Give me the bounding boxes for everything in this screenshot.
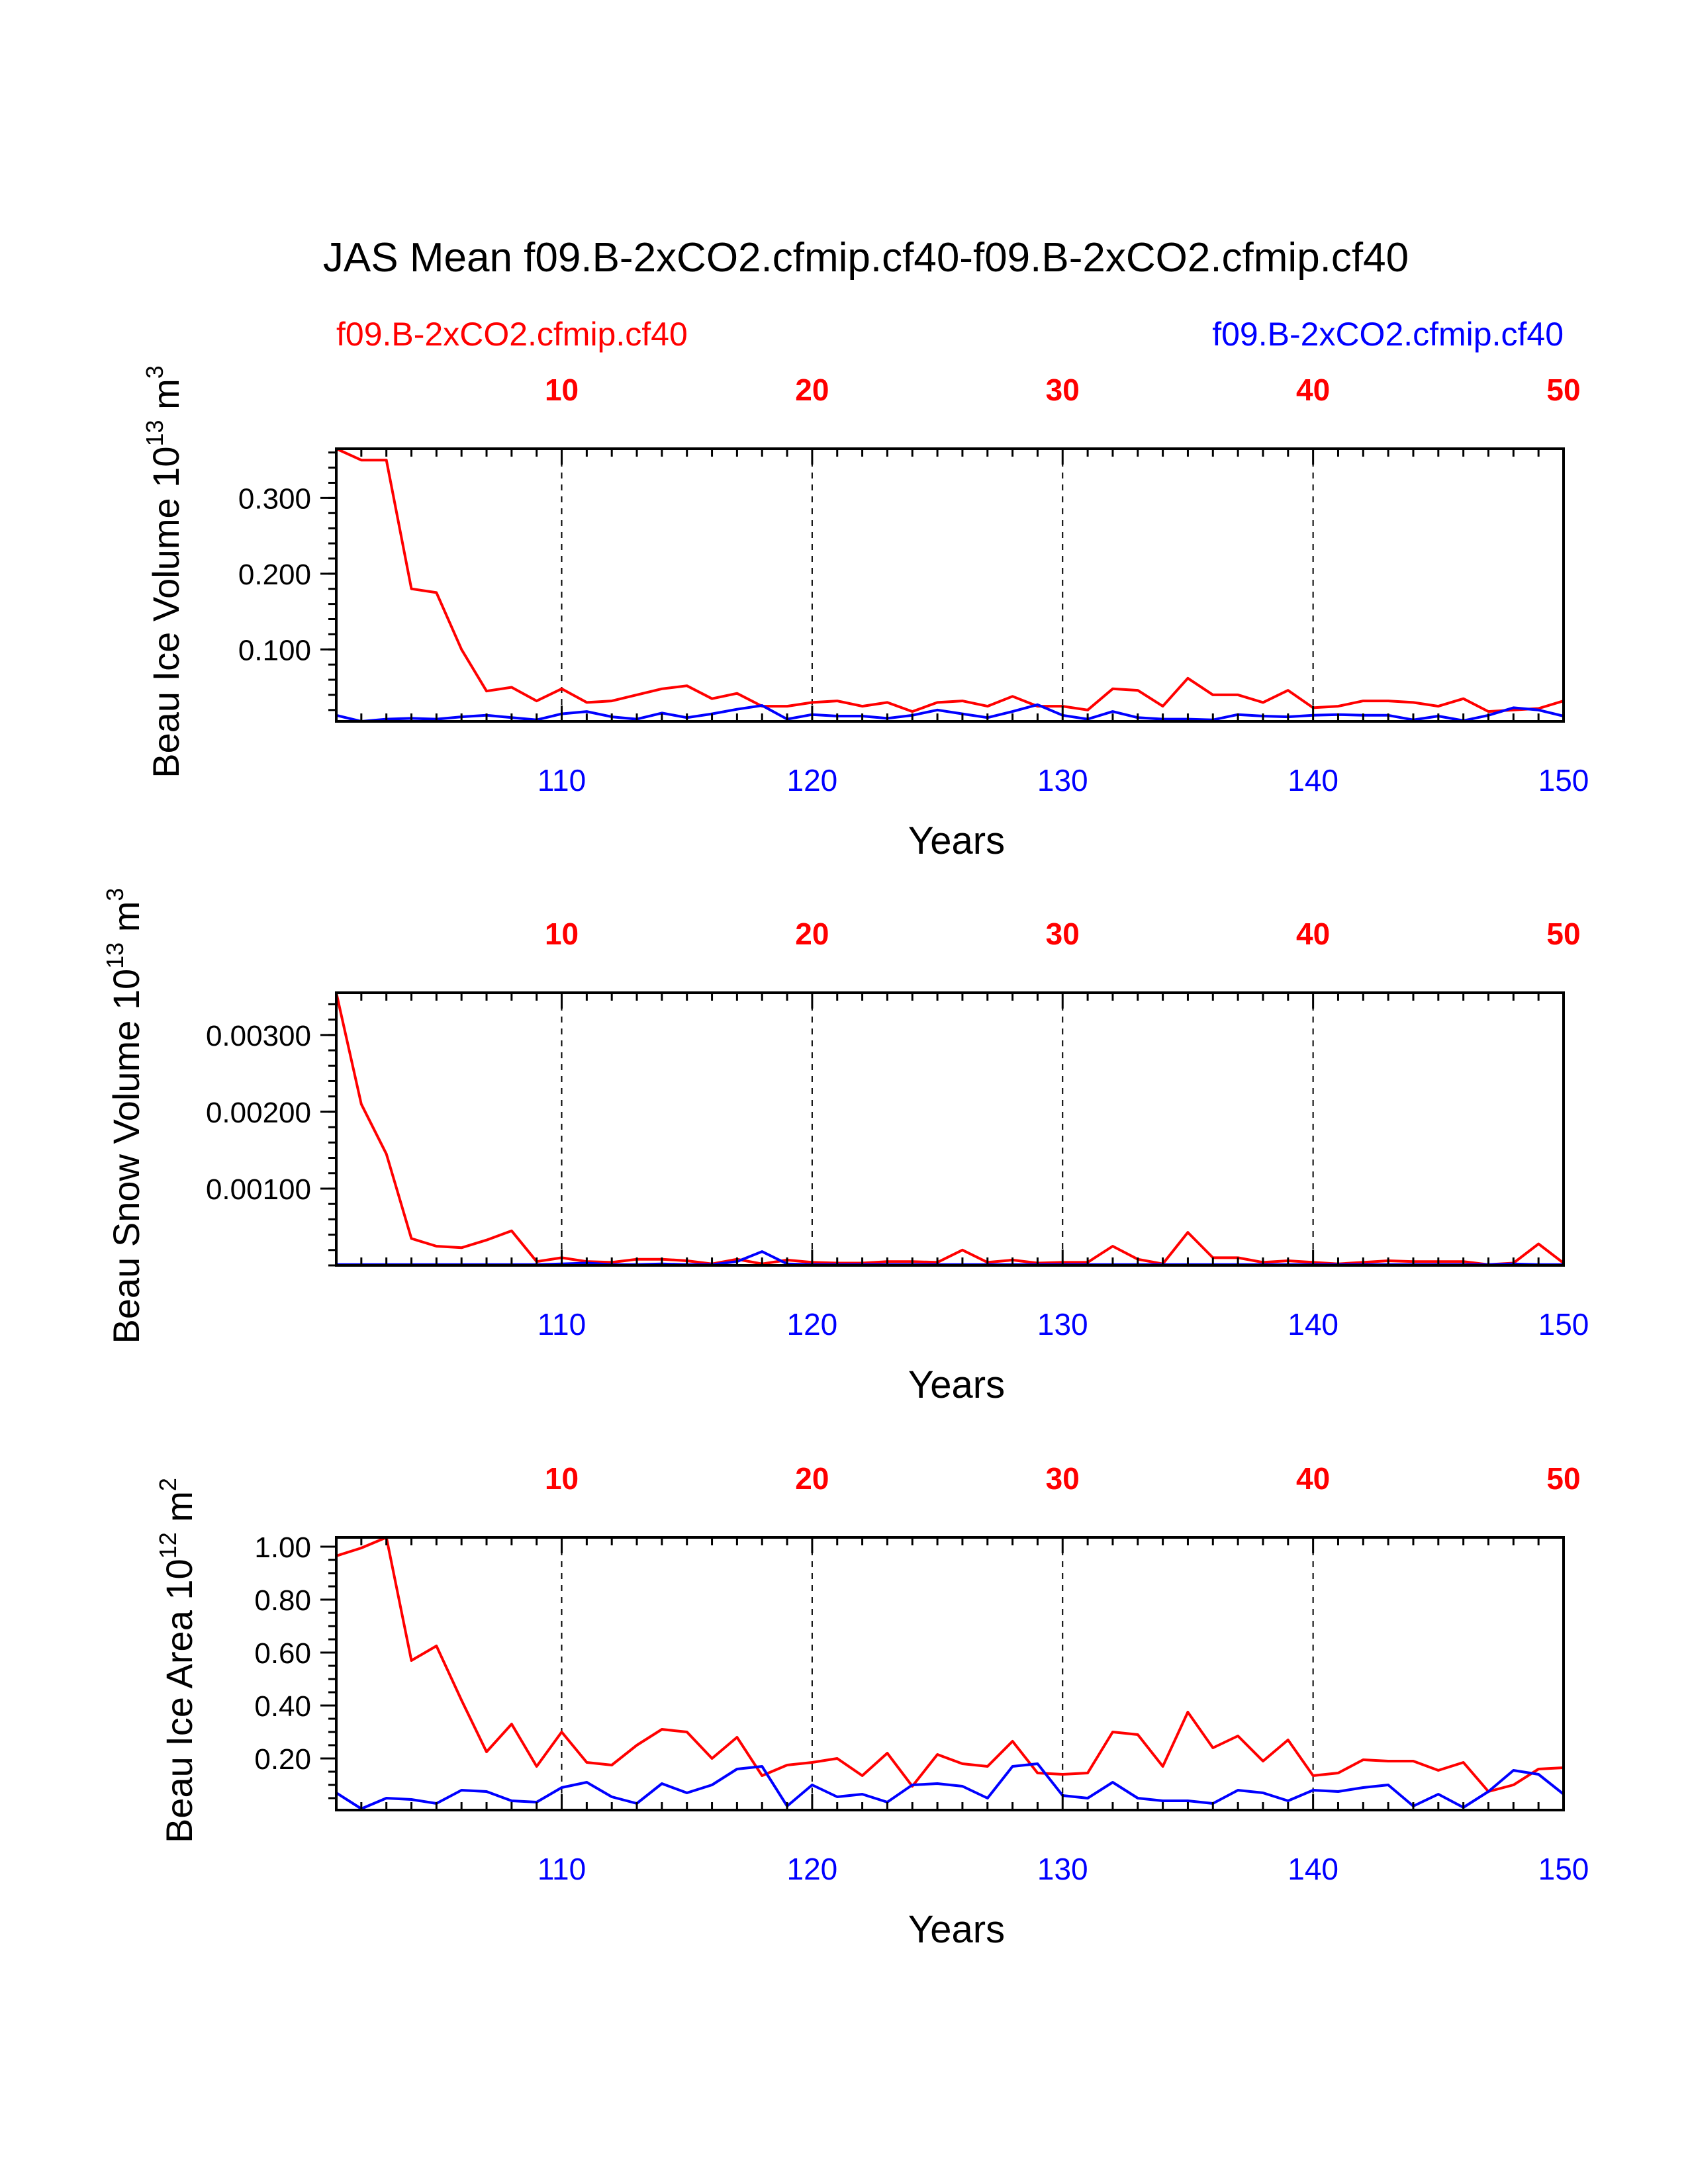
x-tick-label-top: 30 — [1046, 917, 1080, 951]
plot-frame — [335, 1536, 1565, 1811]
y-tick-label: 0.20 — [254, 1743, 311, 1776]
y-axis-title-exponent: 13 — [141, 420, 168, 446]
y-tick-label: 0.00200 — [206, 1097, 311, 1129]
figure-title: JAS Mean f09.B-2xCO2.cfmip.cf40-f09.B-2x… — [323, 235, 1409, 281]
series-line-case1 — [336, 1536, 1564, 1793]
plot-frame — [335, 447, 1565, 723]
series-line-case1 — [336, 447, 1564, 713]
x-tick-label-top: 40 — [1296, 373, 1330, 407]
y-tick-label: 0.80 — [254, 1584, 311, 1617]
x-tick-label-top: 20 — [795, 1461, 829, 1496]
x-tick-label-top: 50 — [1546, 1461, 1580, 1496]
x-tick-label-bottom: 140 — [1288, 1307, 1338, 1342]
x-tick-label-bottom: 120 — [787, 1852, 838, 1886]
panel-snow-volume: 110 120 130 140 150 10 20 30 40 50 0.00100 0.00200 0… — [101, 888, 1589, 1406]
y-tick-label: 0.200 — [238, 559, 311, 591]
x-tick-label-bottom: 150 — [1538, 763, 1589, 797]
x-tick-label-top: 40 — [1296, 917, 1330, 951]
x-tick-label-bottom: 130 — [1037, 1852, 1088, 1886]
x-tick-label-top: 10 — [545, 917, 579, 951]
y-tick-label: 0.40 — [254, 1690, 311, 1723]
y-tick-label: 0.300 — [238, 482, 311, 515]
y-axis-title: Beau Snow Volume 1013 m3 — [101, 888, 147, 1344]
x-axis-title: Years — [908, 819, 1005, 862]
y-tick-label: 0.100 — [238, 634, 311, 666]
y-axis-title-unit: m — [105, 901, 147, 942]
plot-frame — [335, 991, 1565, 1267]
x-tick-label-top: 30 — [1046, 373, 1080, 407]
y-axis-title-exponent: 13 — [101, 942, 128, 969]
y-tick-label: 0.00100 — [206, 1173, 311, 1206]
legend-case2: f09.B-2xCO2.cfmip.cf40 — [1212, 316, 1564, 353]
x-tick-label-bottom: 130 — [1037, 763, 1088, 797]
y-axis-title-unit-exponent: 2 — [154, 1478, 181, 1491]
y-axis-title-unit: m — [145, 379, 187, 420]
y-axis-title-exponent: 12 — [154, 1532, 181, 1559]
y-tick-label: 0.60 — [254, 1637, 311, 1670]
x-tick-label-bottom: 150 — [1538, 1307, 1589, 1342]
series-line-case2 — [336, 703, 1564, 723]
y-axis-title-unit-exponent: 3 — [101, 888, 128, 901]
x-axis-title: Years — [908, 1363, 1005, 1406]
x-tick-label-bottom: 150 — [1538, 1852, 1589, 1886]
x-tick-label-bottom: 140 — [1288, 763, 1338, 797]
x-tick-label-bottom: 110 — [538, 1307, 586, 1342]
y-axis-title-main: Beau Snow Volume 10 — [105, 969, 147, 1344]
x-tick-label-bottom: 110 — [538, 1852, 586, 1886]
x-tick-label-bottom: 140 — [1288, 1852, 1338, 1886]
x-tick-label-top: 20 — [795, 917, 829, 951]
y-axis-title-main: Beau Ice Area 10 — [158, 1559, 200, 1843]
x-tick-label-bottom: 120 — [787, 1307, 838, 1342]
panel-ice-area: 110 120 130 140 150 10 20 30 40 50 0.20 0.40 0.60 0.8… — [154, 1461, 1589, 1951]
panels-group: 110 120 130 140 150 10 20 30 40 50 0.100 0.200 0.300… — [101, 365, 1589, 1951]
x-tick-label-top: 10 — [545, 1461, 579, 1496]
x-tick-label-bottom: 130 — [1037, 1307, 1088, 1342]
y-axis-title: Beau Ice Volume 1013 m3 — [141, 365, 187, 778]
y-axis-title: Beau Ice Area 1012 m2 — [154, 1478, 200, 1843]
y-axis-title-unit-exponent: 3 — [141, 365, 168, 379]
x-tick-label-top: 50 — [1546, 917, 1580, 951]
x-axis-title: Years — [908, 1908, 1005, 1951]
x-tick-label-bottom: 110 — [538, 763, 586, 797]
panel-ice-volume: 110 120 130 140 150 10 20 30 40 50 0.100 0.200 0.300… — [141, 365, 1589, 862]
x-tick-label-top: 20 — [795, 373, 829, 407]
x-tick-label-top: 30 — [1046, 1461, 1080, 1496]
x-tick-label-top: 40 — [1296, 1461, 1330, 1496]
y-tick-label: 0.00300 — [206, 1020, 311, 1052]
series-line-case1 — [335, 992, 1565, 1266]
y-axis-title-main: Beau Ice Volume 10 — [145, 447, 187, 778]
y-axis-title-unit: m — [158, 1491, 200, 1532]
series-line-case2 — [336, 1250, 1564, 1266]
x-tick-label-bottom: 120 — [787, 763, 838, 797]
legend-case1: f09.B-2xCO2.cfmip.cf40 — [336, 316, 688, 353]
y-tick-label: 1.00 — [254, 1531, 311, 1564]
x-tick-label-top: 50 — [1546, 373, 1580, 407]
series-line-case2 — [335, 1762, 1565, 1810]
x-tick-label-top: 10 — [545, 373, 579, 407]
